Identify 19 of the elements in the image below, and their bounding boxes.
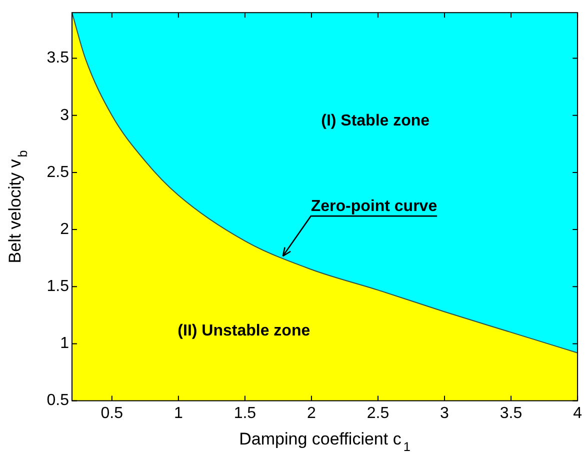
annotation: Zero-point curve	[310, 198, 438, 216]
y-axis-title: Belt velocity vb	[6, 150, 30, 264]
y-tick-label: 1	[60, 335, 70, 352]
y-tick-label: 0.5	[46, 392, 70, 410]
x-tick-label: 2.5	[366, 404, 390, 422]
x-tick-label: 4	[573, 404, 582, 422]
y-tick-label: 3.5	[46, 50, 70, 67]
y-tick-label: 2.5	[46, 164, 70, 181]
x-tick-label: 3	[440, 404, 450, 422]
x-tick-label: 3.5	[500, 404, 522, 422]
y-tick-label: 3	[60, 106, 70, 124]
annotation: (I) Stable zone	[321, 112, 430, 130]
y-tick-label: 2	[60, 220, 70, 238]
x-tick-label: 1	[174, 404, 183, 422]
y-tick-label: 1.5	[46, 278, 70, 296]
x-tick-label: 1.5	[234, 404, 256, 422]
x-tick-label: 2	[307, 404, 316, 422]
x-tick-label: 0.5	[100, 404, 124, 422]
annotation: (II) Unstable zone	[178, 322, 310, 340]
